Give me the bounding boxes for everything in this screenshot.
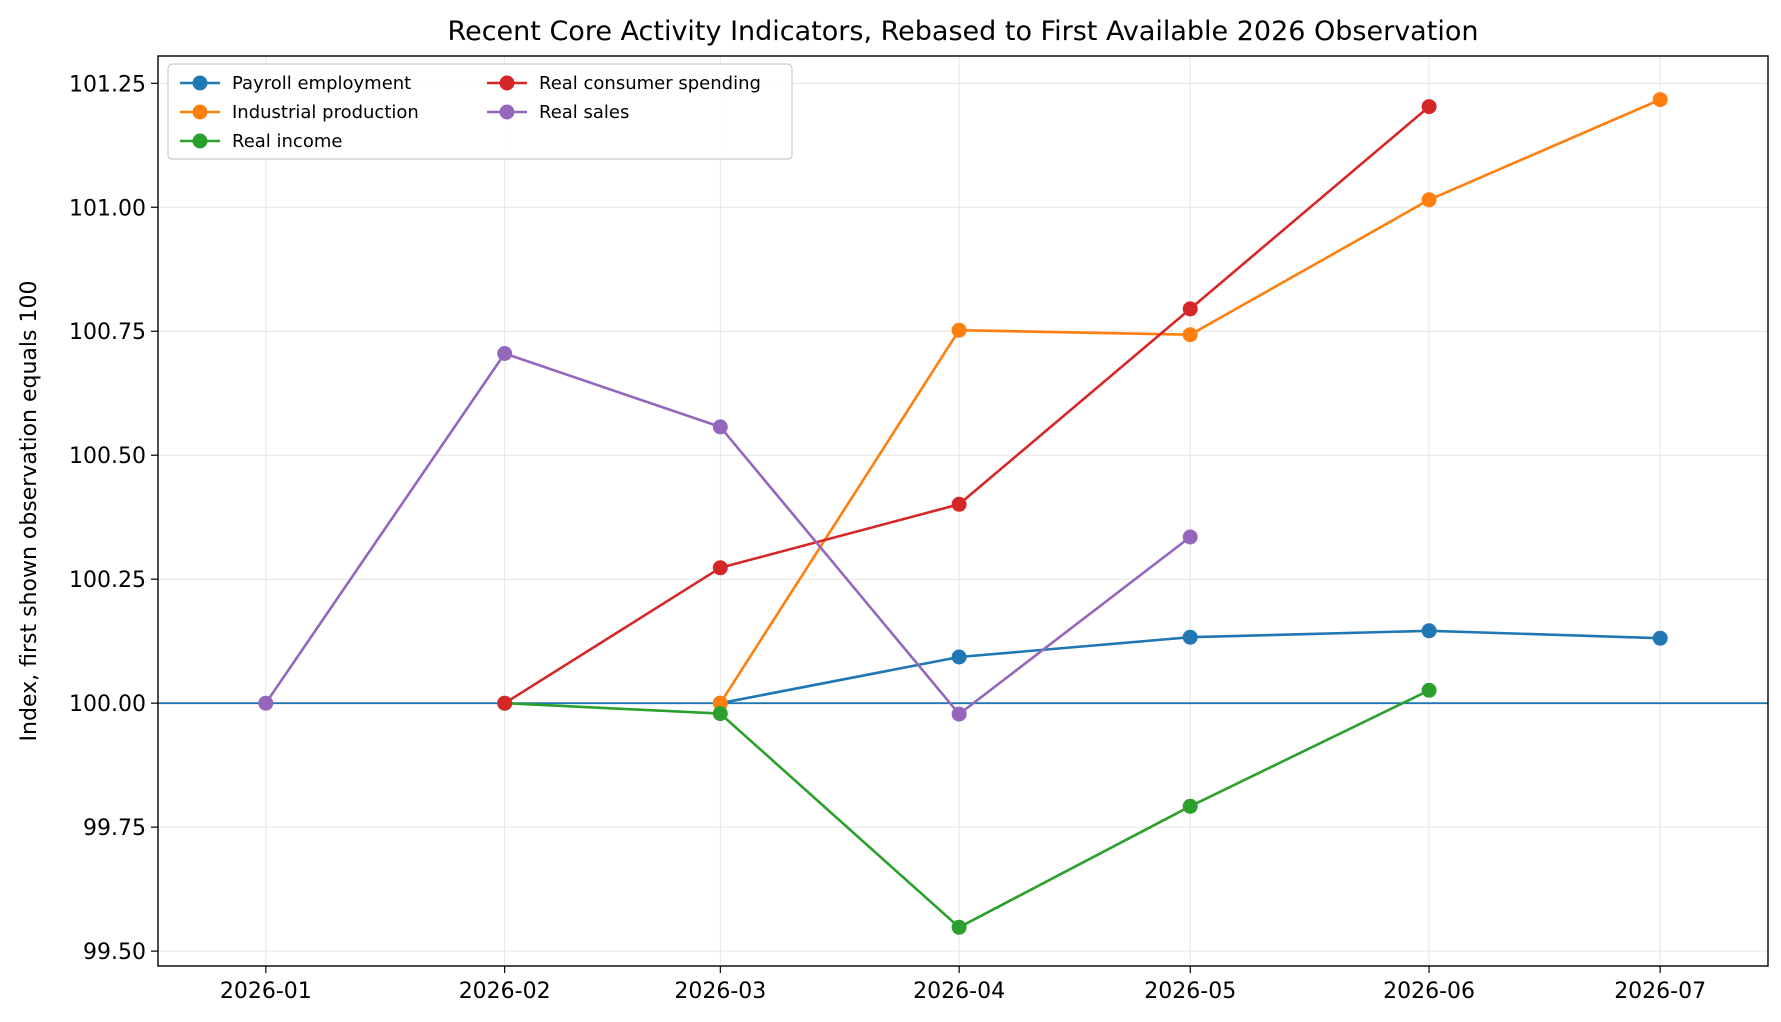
data-point	[1182, 529, 1198, 545]
legend: Payroll employment Industrial production R…	[167, 63, 793, 160]
data-point	[1421, 623, 1437, 639]
series-group	[258, 92, 1668, 935]
x-tick-label: 2026-06	[1383, 979, 1475, 1004]
y-tick-label: 99.50	[83, 940, 146, 965]
y-tick-label: 100.50	[69, 444, 146, 469]
x-tick-label: 2026-04	[913, 979, 1005, 1004]
data-point	[1652, 92, 1668, 108]
legend-item: Payroll employment	[180, 73, 411, 94]
data-point	[712, 695, 728, 711]
data-point	[1421, 99, 1437, 115]
legend-label: Payroll employment	[232, 73, 411, 94]
data-point	[1182, 629, 1198, 645]
data-point	[1652, 630, 1668, 646]
data-point	[1421, 682, 1437, 698]
y-tick-label: 99.75	[83, 816, 146, 841]
legend-swatch-marker	[192, 104, 208, 120]
y-axis: 99.50 99.75 100.00 100.25 100.50 100.75 101.00…	[69, 72, 158, 965]
y-tick-label: 101.25	[69, 72, 146, 97]
y-tick-label: 100.25	[69, 568, 146, 593]
x-tick-label: 2026-07	[1614, 979, 1706, 1004]
legend-label: Industrial production	[232, 102, 419, 123]
series-real-consumer-spending	[497, 99, 1437, 711]
legend-swatch-marker	[499, 104, 515, 120]
y-tick-label: 100.00	[69, 692, 146, 717]
x-tick-label: 2026-05	[1144, 979, 1236, 1004]
data-point	[951, 322, 967, 338]
x-axis: 2026-01 2026-02 2026-03 2026-04 2026-05 2026-…	[220, 966, 1706, 1004]
y-axis-label: Index, first shown observation equals 10…	[17, 281, 42, 742]
data-point	[712, 706, 728, 722]
y-tick-label: 100.75	[69, 320, 146, 345]
data-point	[712, 419, 728, 435]
x-tick-label: 2026-03	[674, 979, 766, 1004]
series-real-sales	[258, 346, 1198, 722]
data-point	[258, 695, 274, 711]
x-tick-label: 2026-02	[459, 979, 551, 1004]
data-point	[1182, 301, 1198, 317]
x-tick-label: 2026-01	[220, 979, 312, 1004]
data-point	[951, 649, 967, 665]
legend-swatch-marker	[499, 75, 515, 91]
legend-box	[167, 63, 793, 160]
legend-item: Real income	[180, 131, 342, 152]
legend-swatch-marker	[192, 75, 208, 91]
plot-frame	[157, 55, 1769, 967]
legend-label: Real sales	[539, 102, 629, 123]
legend-label: Real consumer spending	[539, 73, 761, 94]
data-point	[1421, 192, 1437, 208]
data-point	[951, 706, 967, 722]
data-point	[497, 695, 513, 711]
legend-item: Industrial production	[180, 102, 419, 123]
legend-label: Real income	[232, 131, 342, 152]
legend-swatch-marker	[192, 133, 208, 149]
series-industrial-production	[712, 92, 1668, 711]
data-point	[712, 560, 728, 576]
legend-item: Real sales	[487, 102, 629, 123]
legend-item: Real consumer spending	[487, 73, 761, 94]
y-tick-label: 101.00	[69, 196, 146, 221]
data-point	[497, 346, 513, 361]
data-point	[1182, 798, 1198, 814]
data-point	[1182, 327, 1198, 343]
data-point	[951, 496, 967, 512]
chart-title: Recent Core Activity Indicators, Rebased…	[448, 16, 1479, 47]
data-point	[951, 919, 967, 935]
